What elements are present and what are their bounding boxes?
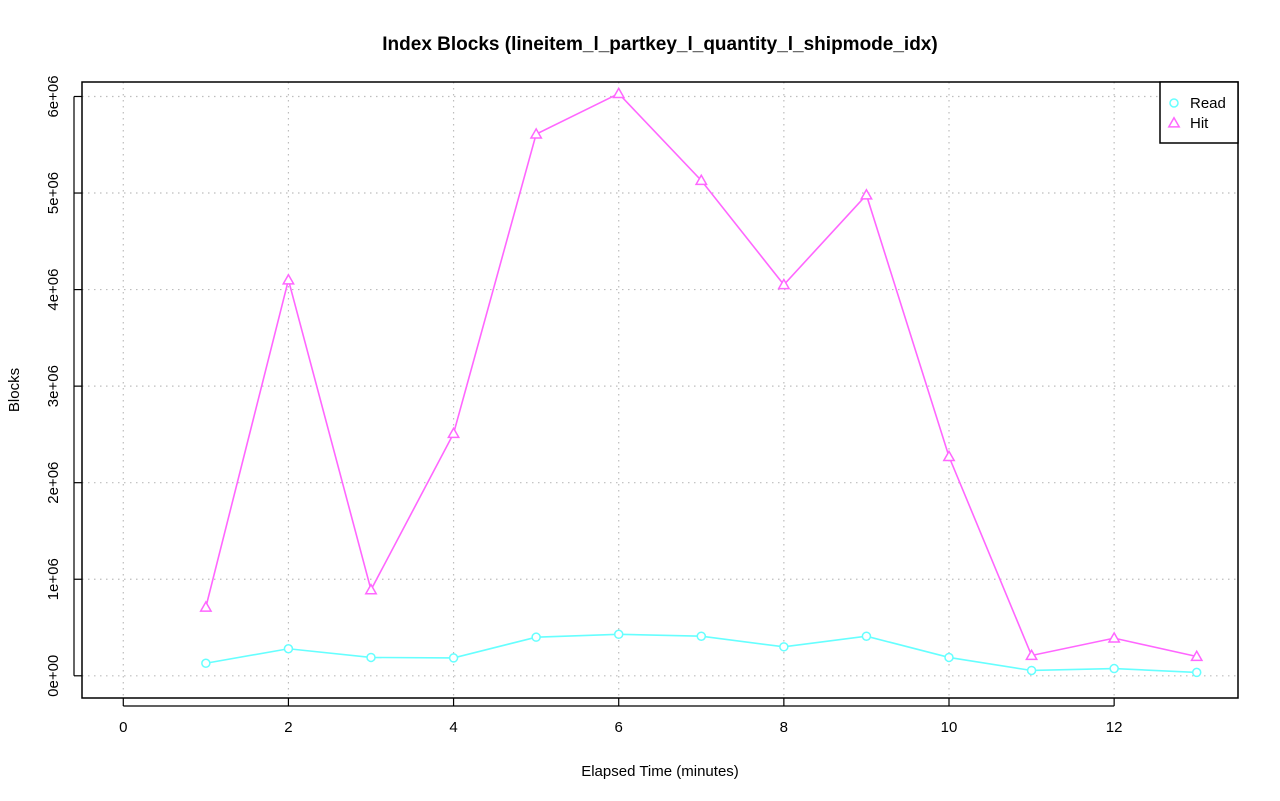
series-read	[201, 629, 1202, 678]
data-point-hit	[364, 583, 378, 595]
chart-title: Index Blocks (lineitem_l_partkey_l_quant…	[382, 34, 937, 55]
x-tick-label: 0	[119, 719, 127, 736]
data-point-read	[448, 653, 459, 663]
data-point-read	[201, 658, 211, 668]
y-tick-label: 1e+06	[45, 558, 62, 600]
legend-label-hit: Hit	[1190, 115, 1209, 132]
y-tick-label: 3e+06	[45, 365, 62, 407]
x-axis: 0 2 4 6 8 10 12	[119, 698, 1122, 736]
x-axis-label: Elapsed Time (minutes)	[581, 763, 739, 780]
x-tick-label: 6	[615, 719, 623, 736]
data-point-read	[696, 631, 707, 641]
y-tick-label: 4e+06	[45, 269, 62, 311]
data-point-hit	[694, 173, 708, 186]
data-point-read	[531, 632, 541, 642]
legend-label-read: Read	[1190, 95, 1226, 112]
data-point-hit	[447, 426, 461, 439]
data-point-hit	[529, 127, 543, 139]
legend: Read Hit	[1159, 81, 1239, 144]
data-point-read	[1191, 667, 1202, 678]
legend-marker-hit	[1167, 116, 1181, 128]
x-tick-label: 12	[1106, 719, 1123, 736]
plot-frame	[81, 81, 1239, 699]
y-tick-label: 0e+00	[45, 655, 62, 697]
data-point-read	[944, 652, 954, 663]
series-hit	[199, 86, 1204, 662]
y-axis-label: Blocks	[6, 368, 23, 412]
x-tick-label: 2	[284, 719, 292, 736]
y-axis: 0e+00 1e+06 2e+06 3e+06 4e+06 5e+06 6e+06	[45, 75, 82, 697]
data-point-read	[613, 629, 624, 640]
data-point-read	[779, 642, 789, 652]
data-point-read	[366, 652, 376, 663]
data-point-hit	[859, 188, 873, 200]
data-point-read	[283, 644, 294, 654]
series-layer	[199, 86, 1204, 678]
x-tick-label: 8	[780, 719, 788, 736]
grid-lines	[82, 82, 1238, 698]
legend-marker-read	[1169, 98, 1179, 108]
data-point-hit	[1025, 648, 1039, 661]
data-point-hit	[942, 449, 956, 462]
y-tick-label: 2e+06	[45, 462, 62, 504]
data-point-hit	[1190, 649, 1204, 662]
legend-box	[1159, 81, 1239, 144]
data-point-hit	[612, 86, 626, 99]
data-point-hit	[777, 278, 791, 290]
data-point-hit	[281, 273, 295, 285]
y-tick-label: 5e+06	[45, 172, 62, 214]
data-point-read	[1109, 663, 1119, 674]
data-point-read	[861, 631, 872, 641]
data-point-hit	[199, 600, 213, 612]
y-tick-label: 6e+06	[45, 75, 62, 117]
data-point-read	[1026, 665, 1037, 676]
x-tick-label: 4	[449, 719, 457, 736]
data-point-hit	[1107, 631, 1121, 643]
x-tick-label: 10	[941, 719, 958, 736]
